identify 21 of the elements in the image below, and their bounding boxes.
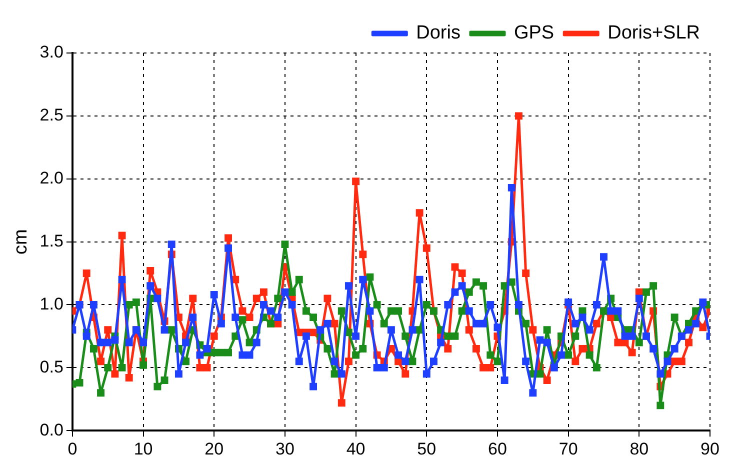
y-tick-label: 2.0 [40,168,64,188]
y-tick-label: 3.0 [40,42,64,62]
x-tick-label: 20 [204,439,224,458]
x-tick-label: 0 [68,439,78,458]
legend-label: Doris+SLR [608,22,700,44]
x-tick-label: 80 [630,439,649,458]
y-tick-label: 0.0 [40,420,64,440]
x-tick-label: 10 [134,439,153,458]
y-tick-label: 1.0 [40,294,64,314]
y-axis-title: cm [10,229,32,254]
x-tick-label: 50 [417,439,436,458]
x-tick-label: 60 [488,439,507,458]
x-tick-label: 70 [558,439,578,458]
x-tick-label: 30 [275,439,294,458]
y-tick-label: 0.5 [40,357,64,376]
legend-label: GPS [514,22,554,44]
y-tick-label: 1.5 [40,231,64,250]
x-tick-label: 90 [700,439,720,458]
y-tick-label: 2.5 [40,106,64,125]
x-tick-label: 40 [346,439,366,458]
legend-label: Doris [416,22,460,44]
